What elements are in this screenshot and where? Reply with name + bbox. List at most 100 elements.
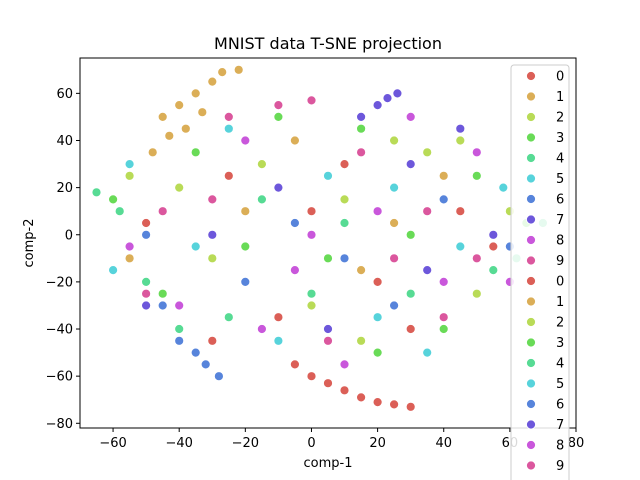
point-digit-5-4 — [422, 347, 433, 358]
legend-marker — [526, 296, 536, 307]
legend-marker — [526, 71, 536, 81]
legend: 0 1 2 3 4 5 6 7 8 9 0 1 2 3 4 5 6 7 8 9 — [510, 64, 570, 480]
y-tick-label: −40 — [46, 323, 73, 338]
point-digit-2-0 — [174, 182, 185, 193]
legend-label: 7 — [556, 213, 564, 228]
point-digit-7-3 — [356, 112, 367, 122]
legend-label: 6 — [556, 398, 564, 413]
point-digit-1-14 — [389, 218, 400, 228]
point-digit-9-7 — [141, 288, 152, 299]
point-digit-0-14 — [405, 324, 416, 334]
point-digit-9-2 — [223, 112, 234, 122]
legend-entry: 5 — [526, 377, 564, 392]
point-digit-6-7 — [438, 194, 449, 205]
point-digit-3-1 — [323, 253, 333, 264]
point-digit-0-1 — [306, 371, 317, 382]
point-digit-3-5 — [471, 170, 482, 181]
y-tick-label: −80 — [46, 417, 73, 432]
legend-marker — [526, 173, 536, 184]
point-digit-8-3 — [438, 276, 449, 287]
legend-label: 9 — [556, 254, 564, 269]
point-digit-5-2 — [273, 335, 284, 346]
point-digit-5-10 — [389, 182, 400, 193]
legend-marker — [526, 276, 536, 286]
point-digit-0-12 — [141, 218, 152, 228]
point-digit-6-5 — [240, 276, 251, 287]
point-digit-3-3 — [157, 288, 168, 299]
point-digit-5-7 — [223, 123, 234, 134]
legend-label: 5 — [556, 377, 564, 392]
y-tick-label: 20 — [56, 181, 73, 196]
point-digit-9-4 — [422, 206, 433, 217]
point-digit-0-0 — [289, 359, 300, 370]
point-digit-7-8 — [207, 229, 218, 240]
point-digit-0-11 — [455, 206, 466, 217]
point-digit-5-8 — [323, 170, 333, 181]
point-digit-2-1 — [256, 159, 267, 170]
point-digit-4-0 — [91, 187, 102, 198]
point-digit-8-7 — [471, 147, 482, 158]
point-digit-4-5 — [405, 288, 416, 299]
point-digit-6-0 — [190, 347, 201, 358]
legend-entry: 4 — [526, 357, 564, 372]
point-digit-0-9 — [273, 312, 284, 323]
point-digit-0-10 — [372, 276, 383, 287]
legend-entry: 8 — [526, 234, 564, 249]
point-digit-9-1 — [306, 95, 317, 106]
point-digit-0-4 — [356, 392, 367, 403]
legend-box — [510, 64, 570, 480]
legend-entry: 0 — [526, 70, 564, 85]
legend-entry: 4 — [526, 152, 564, 167]
point-digit-8-0 — [240, 135, 251, 146]
legend-entry: 7 — [526, 418, 564, 433]
y-tick-label: 40 — [56, 134, 73, 149]
point-digit-9-0 — [273, 100, 284, 110]
point-digit-8-5 — [256, 324, 267, 334]
legend-entry: 6 — [526, 193, 564, 208]
point-digit-7-7 — [323, 324, 333, 334]
point-digit-4-4 — [306, 288, 317, 299]
point-digit-4-8 — [256, 194, 267, 205]
point-digit-1-10 — [240, 206, 251, 217]
x-tick-label: −20 — [232, 436, 259, 451]
point-digit-2-4 — [471, 288, 482, 299]
legend-marker — [526, 255, 536, 266]
legend-label: 3 — [556, 336, 564, 351]
legend-marker — [526, 419, 536, 430]
legend-entry: 9 — [526, 254, 564, 269]
point-digit-4-3 — [223, 312, 234, 323]
point-digit-8-10 — [289, 265, 300, 276]
legend-marker — [526, 399, 536, 409]
point-digit-2-8 — [455, 135, 466, 146]
point-digit-0-2 — [323, 378, 333, 389]
point-digit-0-6 — [389, 399, 400, 410]
point-digit-3-6 — [273, 112, 284, 122]
legend-marker — [526, 317, 536, 327]
point-digit-7-0 — [372, 100, 383, 110]
point-digit-1-1 — [174, 100, 185, 110]
point-digit-9-9 — [389, 253, 400, 264]
point-digit-1-13 — [289, 135, 300, 146]
point-digit-6-3 — [174, 335, 185, 346]
point-digit-0-5 — [372, 397, 383, 408]
point-digit-6-11 — [157, 300, 168, 311]
point-digit-2-5 — [207, 253, 218, 264]
point-digit-7-4 — [405, 159, 416, 170]
legend-label: 3 — [556, 131, 564, 146]
x-tick-label: −60 — [99, 436, 126, 451]
y-tick-label: 0 — [65, 228, 73, 243]
legend-label: 6 — [556, 193, 564, 208]
point-digit-3-8 — [108, 194, 118, 205]
point-digit-9-6 — [207, 194, 218, 205]
legend-marker — [526, 460, 536, 471]
x-axis: −60 −40 −20 0 20 40 60 80 — [99, 428, 584, 451]
legend-marker — [526, 440, 536, 450]
y-tick-label: −20 — [46, 275, 73, 290]
legend-label: 1 — [556, 90, 564, 105]
point-digit-5-3 — [372, 312, 383, 323]
legend-entry: 0 — [526, 275, 564, 290]
legend-label: 4 — [556, 357, 564, 372]
point-digit-9-10 — [157, 206, 168, 217]
legend-marker — [526, 337, 536, 348]
